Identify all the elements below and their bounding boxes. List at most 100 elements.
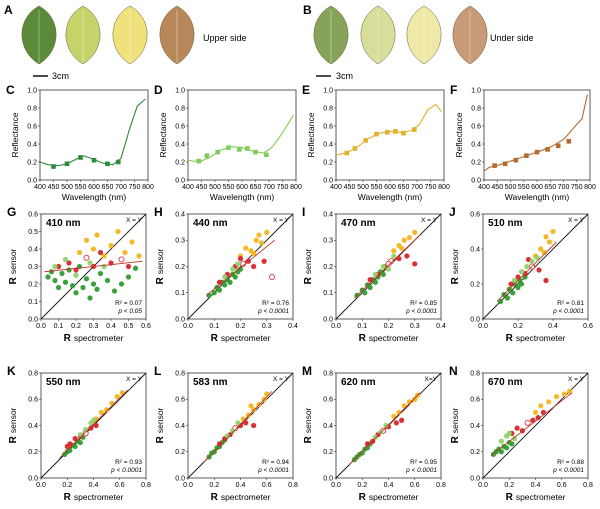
panel-label-j: J (449, 205, 456, 219)
yellow-point (532, 409, 539, 415)
yellow-point (108, 242, 114, 249)
yellow-point (253, 237, 259, 243)
r-squared-label: R² = 0.93 (115, 459, 142, 466)
sensor-point (363, 138, 368, 143)
plot-frame (483, 89, 591, 181)
green-point (364, 445, 371, 451)
green-point (497, 298, 504, 305)
scatter-panel-j: J0.00.20.40.60.0 0.2 0.4 0.6R spectrometerRs… (449, 205, 593, 344)
light-green-point (534, 255, 540, 261)
x-tick-label: 0.1 (357, 323, 367, 330)
x-tick-label: 0.8 (436, 482, 446, 489)
sensor-point (253, 149, 258, 155)
sensor-point (264, 152, 269, 158)
scatter-panel-l: L 0.0 0.2 0.4 0.6 0.8 0.0 0.2 0.4 0.6 0.8 R spectrom… (154, 364, 298, 503)
y-axis-title-word: sensor (8, 407, 18, 433)
spectrometer-curve (335, 103, 442, 156)
identity-label: X = Y (421, 217, 438, 224)
green-point (518, 281, 525, 287)
identity-label: X = Y (126, 217, 143, 224)
green-point (62, 279, 69, 285)
panel-label-e: E (302, 83, 310, 97)
x-tick-label: 0.2 (209, 482, 219, 489)
red-point (399, 417, 405, 423)
y-axis-title-symbol: R (8, 435, 19, 443)
panel-label-c: C (6, 83, 15, 97)
light-green-point (77, 432, 83, 438)
y-tick-label: 0.3 (28, 264, 38, 271)
light-green-point (518, 269, 525, 275)
y-axis-title-word: sensor (303, 248, 313, 274)
red-point (530, 417, 536, 423)
r-squared-label: R² = 0.81 (557, 300, 584, 307)
x-tick-label: 0.8 (288, 482, 298, 489)
light-green-point (52, 263, 58, 270)
identity-line (40, 372, 147, 479)
red-point (261, 258, 267, 264)
y-tick-label: 0.3 (323, 238, 333, 245)
x-axis-title-symbol: R (211, 333, 219, 344)
x-tick-label: 0.1 (209, 323, 219, 330)
x-tick-label: 0.0 (183, 482, 193, 489)
red-point (93, 422, 99, 429)
y-axis-title: Reflectance (10, 112, 20, 157)
red-point (237, 256, 244, 262)
regression-line (348, 392, 421, 466)
y-axis-title: Rsensor (8, 248, 19, 284)
y-tick-label: 0.0 (323, 177, 333, 184)
sensor-point (344, 150, 350, 156)
upper-leaf-2 (65, 5, 101, 65)
x-tick-label: 750 (129, 184, 141, 191)
y-tick-label: 0.4 (175, 211, 185, 218)
y-axis-title-symbol: R (450, 276, 461, 284)
red-point (118, 256, 125, 263)
yellow-point (98, 409, 104, 415)
x-tick-label: 0.3 (410, 323, 420, 330)
y-axis-title: Rsensor (450, 407, 461, 443)
regression-line (206, 239, 275, 296)
y-tick-label: 0.0 (470, 316, 480, 323)
yellow-point (83, 237, 90, 243)
x-tick-label: 650 (250, 184, 262, 191)
sensor-point (51, 164, 56, 169)
green-point (45, 274, 51, 280)
light-green-point (73, 272, 79, 278)
yellow-point (406, 235, 413, 241)
y-axis-title: Rsensor (303, 248, 314, 284)
y-tick-label: 0.6 (470, 211, 480, 218)
x-tick-label: 0.6 (410, 482, 420, 489)
green-point (509, 441, 515, 447)
red-point (243, 420, 249, 426)
regression-line (490, 392, 573, 457)
panel-label-m: M (302, 364, 312, 378)
yellow-point (412, 229, 418, 235)
x-axis-title-symbol: R (359, 333, 367, 344)
green-point (125, 274, 132, 280)
plot-frame (482, 213, 589, 320)
x-tick-label: 0.2 (71, 323, 81, 330)
green-point (59, 270, 65, 277)
light-green-point (230, 428, 236, 434)
light-green-point (372, 434, 378, 440)
y-tick-label: 0.2 (175, 449, 185, 456)
y-tick-label: 0.8 (175, 105, 185, 112)
x-tick-label: 0.4 (288, 323, 298, 330)
x-tick-label: 400 (330, 184, 342, 191)
y-tick-label: 0.8 (28, 370, 38, 377)
p-value-label: p < 0.0001 (552, 308, 584, 315)
x-tick-label: 750 (425, 184, 437, 191)
y-tick-label: 0.4 (175, 423, 185, 430)
x-tick-label: 0.2 (357, 482, 367, 489)
sensor-point (401, 130, 406, 136)
panel-label-h: H (154, 205, 163, 219)
x-tick-label: 0.4 (548, 323, 558, 330)
y-tick-label: 0.8 (323, 105, 333, 112)
y-tick-label: 0.0 (28, 316, 38, 323)
y-tick-label: 0.4 (470, 423, 480, 430)
light-green-point (101, 263, 107, 270)
y-tick-label: 0.1 (175, 290, 185, 297)
y-tick-label: 0.2 (323, 159, 333, 166)
y-tick-label: 0.2 (471, 159, 481, 166)
green-point (90, 281, 97, 287)
x-tick-label: 450 (344, 184, 356, 191)
